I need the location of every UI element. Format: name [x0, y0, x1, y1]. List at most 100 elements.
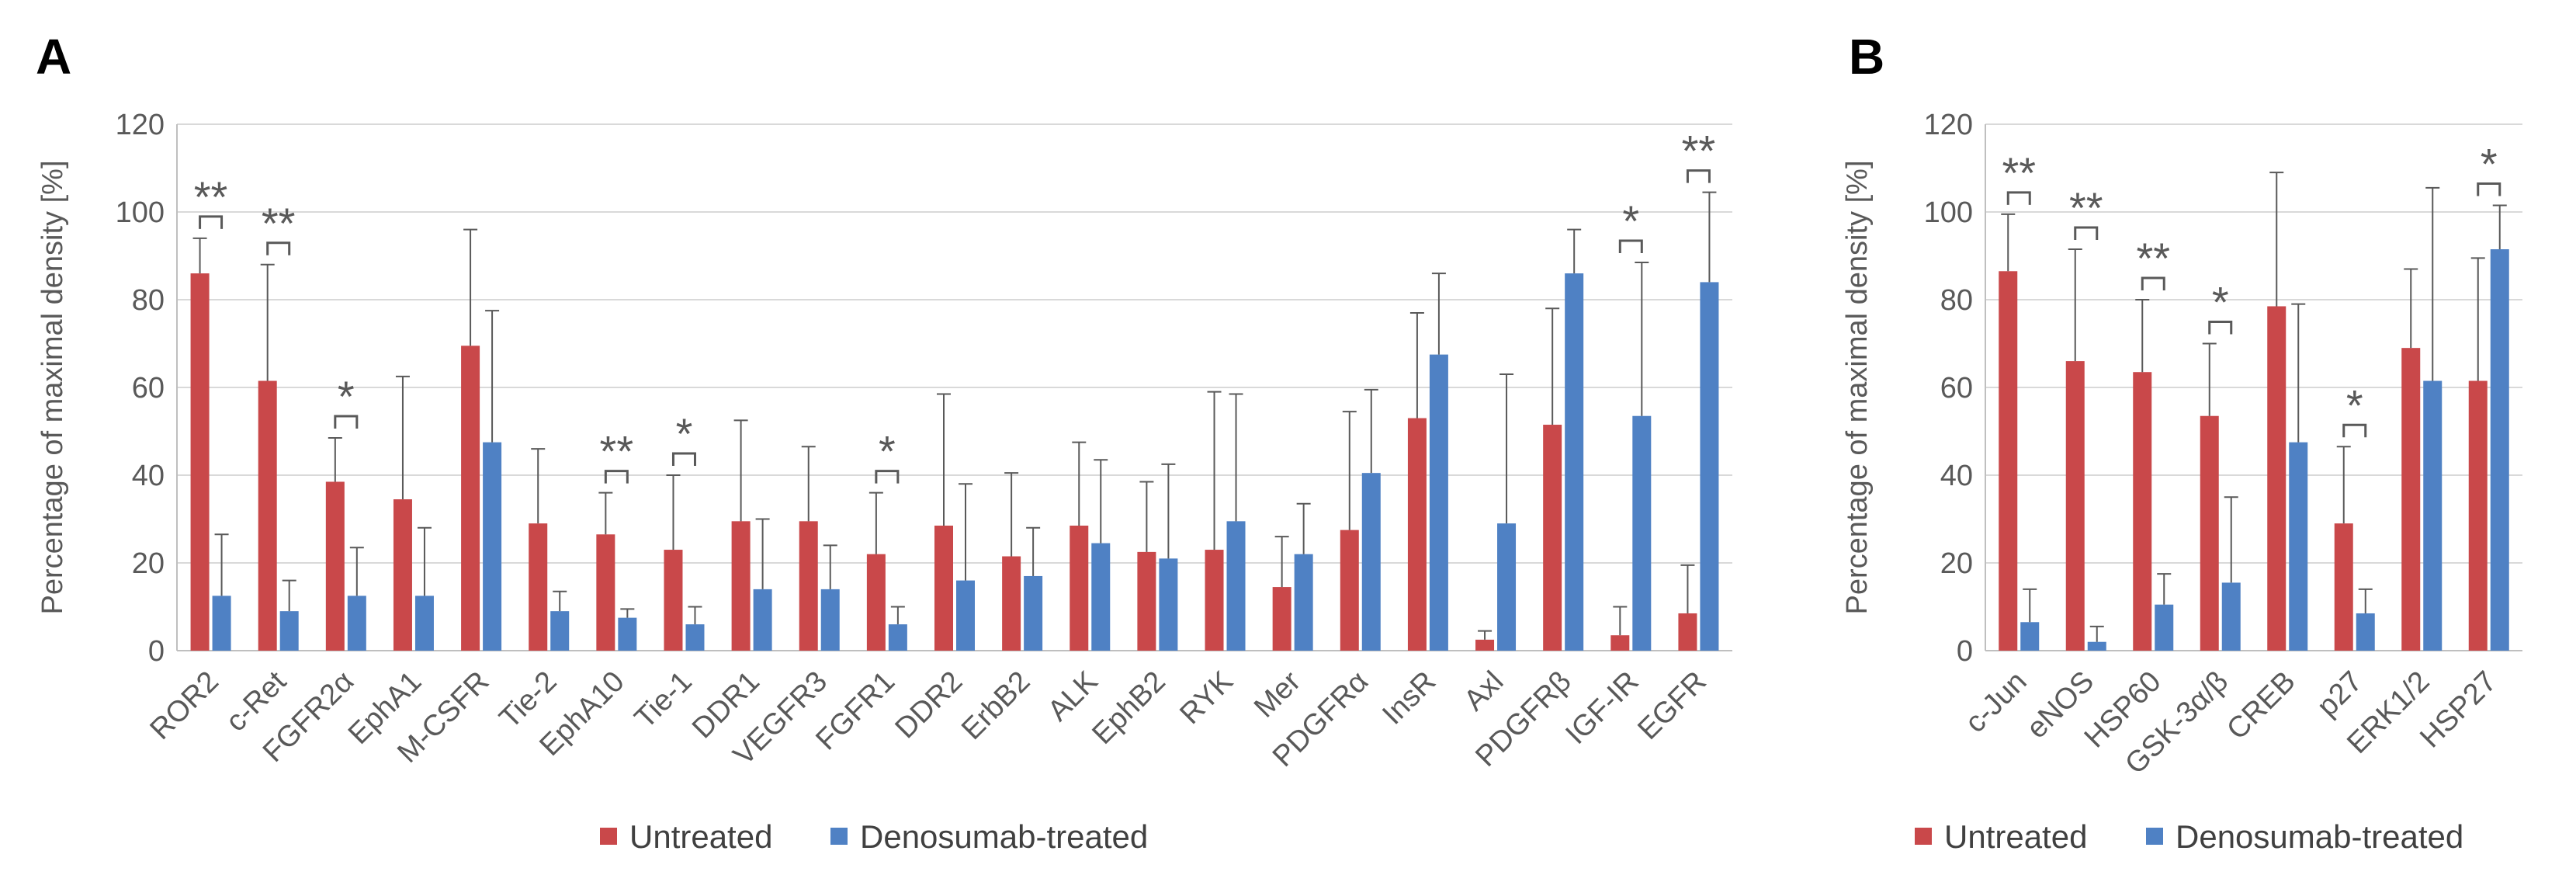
bar-untreated	[1678, 613, 1697, 651]
y-axis-title: Percentage of maximal density [%]	[36, 160, 69, 614]
bar-treated	[1700, 282, 1719, 651]
bar-treated	[2020, 622, 2040, 651]
significance-mark: *	[338, 372, 355, 421]
bar-treated	[1294, 554, 1313, 651]
x-tick-label: IGF-IR	[1559, 665, 1645, 751]
bar-untreated	[1205, 550, 1224, 651]
bar-untreated	[731, 521, 751, 651]
bar-treated	[2356, 613, 2375, 651]
chart-panel-a: 0 20 40 60 80 100 120 Percentage of maximal den…	[36, 109, 1732, 855]
y-tick-label: 0	[1957, 635, 1973, 668]
bar-treated	[618, 617, 637, 651]
bar-untreated	[1070, 525, 1089, 651]
significance-bracket	[604, 470, 629, 484]
bar-treated	[1024, 575, 1043, 651]
bar-untreated	[2267, 306, 2287, 651]
significance-bracket	[266, 241, 291, 255]
significance-bracket	[334, 415, 359, 429]
x-tick-label: p27	[2311, 665, 2370, 724]
legend-label-treated: Denosumab-treated	[860, 818, 1148, 855]
legend-label-untreated: Untreated	[629, 818, 772, 855]
significance-bracket	[671, 452, 696, 466]
bar-treated	[1226, 521, 1246, 651]
bar-treated	[1429, 354, 1448, 651]
bar-treated	[888, 624, 907, 651]
bar-treated	[1565, 273, 1584, 651]
bar-untreated	[866, 554, 886, 651]
x-tick-label: ErbB2	[955, 665, 1036, 746]
bar-treated	[1091, 543, 1111, 651]
significance-mark: **	[194, 172, 228, 221]
x-tick-label: EGFR	[1631, 665, 1712, 746]
significance-mark: *	[879, 427, 896, 476]
bar-untreated	[258, 380, 277, 651]
significance-bracket	[875, 470, 900, 484]
bar-treated	[1497, 523, 1517, 651]
y-tick-label: 20	[1940, 547, 1973, 580]
y-tick-label: 100	[1924, 196, 1973, 229]
y-tick-label: 20	[132, 547, 165, 580]
bar-untreated	[596, 534, 615, 651]
bar-untreated	[1475, 639, 1495, 651]
bar-untreated	[2468, 380, 2488, 651]
bar-untreated	[325, 481, 345, 651]
y-tick-label: 80	[1940, 284, 1973, 317]
bar-treated	[347, 596, 366, 651]
bar-treated	[956, 580, 975, 651]
bar-untreated	[190, 273, 210, 651]
bar-treated	[279, 611, 299, 651]
significance-mark: *	[1622, 196, 1639, 245]
significance-mark: **	[2069, 183, 2103, 232]
bar-untreated	[461, 346, 480, 651]
significance-bracket	[2477, 182, 2501, 196]
significance-bracket	[1686, 169, 1711, 183]
bar-treated	[212, 596, 231, 651]
y-tick-label: 120	[116, 109, 165, 141]
bar-treated	[2423, 380, 2443, 651]
significance-bracket	[199, 215, 224, 229]
bar-untreated	[2334, 523, 2353, 651]
legend-swatch-treated	[830, 828, 848, 845]
bar-treated	[2155, 604, 2174, 651]
x-tick-label: InsR	[1376, 665, 1442, 731]
y-tick-label: 80	[132, 284, 165, 317]
significance-mark: *	[2346, 380, 2363, 429]
bar-treated	[483, 442, 502, 651]
y-tick-label: 0	[148, 635, 165, 668]
x-tick-label: RYK	[1174, 665, 1239, 731]
bar-treated	[753, 589, 772, 651]
significance-bracket	[2074, 226, 2099, 241]
bar-treated	[685, 624, 705, 651]
x-tick-label: DDR2	[889, 665, 969, 745]
x-tick-label: HSP27	[2414, 665, 2503, 755]
bar-untreated	[2401, 348, 2421, 651]
bar-treated	[2490, 249, 2509, 651]
significance-mark: *	[2481, 140, 2498, 189]
y-axis-title: Percentage of maximal density [%]	[1841, 160, 1874, 614]
significance-mark: **	[2136, 234, 2170, 283]
legend-swatch-untreated	[600, 828, 617, 845]
bar-untreated	[1999, 271, 2018, 651]
y-tick-label: 100	[116, 196, 165, 229]
bar-treated	[414, 596, 434, 651]
legend-swatch-untreated	[1915, 828, 1932, 845]
x-tick-label: Mer	[1248, 665, 1307, 724]
bar-treated	[550, 611, 570, 651]
y-tick-label: 60	[1940, 372, 1973, 405]
y-tick-label: 120	[1924, 109, 1973, 141]
significance-mark: **	[2002, 148, 2036, 197]
x-tick-label: c-Jun	[1959, 665, 2033, 739]
bar-treated	[820, 589, 840, 651]
legend-label-untreated: Untreated	[1944, 818, 2087, 855]
significance-bracket	[2006, 191, 2031, 205]
bar-untreated	[529, 523, 548, 651]
bar-treated	[2087, 641, 2106, 651]
significance-bracket	[2141, 276, 2165, 290]
x-tick-label: EphB2	[1086, 665, 1171, 751]
panel-label-b: B	[1849, 29, 1884, 85]
bar-untreated	[1340, 530, 1359, 651]
x-tick-label: CREB	[2221, 665, 2301, 746]
significance-mark: *	[2212, 278, 2229, 327]
bar-untreated	[393, 499, 412, 651]
